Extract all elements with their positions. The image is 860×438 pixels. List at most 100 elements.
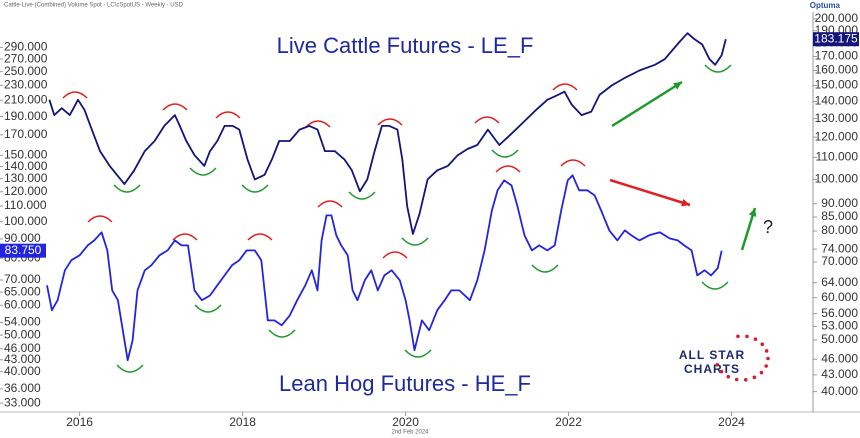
cattle-title: Live Cattle Futures - LE_F: [277, 33, 534, 58]
trough-arc: [401, 237, 429, 246]
y2-tick-label: 43.000: [821, 367, 858, 381]
y-tick-label: 50.000: [4, 327, 41, 341]
y2-tick-label: 50.000: [821, 332, 858, 346]
y-tick-label: 190.000: [4, 109, 48, 123]
y2-tick-label: 120.000: [815, 129, 859, 143]
y-tick-label: 150.000: [4, 147, 48, 161]
peak-arc: [62, 91, 88, 99]
y2-tick-label: 130.000: [815, 111, 859, 125]
logo-star: [766, 356, 770, 361]
trough-arc: [404, 349, 432, 358]
trough-arc: [491, 149, 519, 158]
y2-tick-label: 160.000: [815, 63, 859, 77]
y2-tick-label: 70.000: [821, 254, 858, 268]
trend-arrow-head: [748, 208, 757, 217]
y-tick-label: 70.000: [4, 272, 41, 286]
y2-tick-label: 150.000: [815, 78, 859, 92]
y-tick-label: 100.000: [4, 214, 48, 228]
date-note: 2nd Feb 2024: [391, 430, 429, 436]
y2-tick-label: 90.000: [821, 196, 858, 210]
y2-tick-label: 53.000: [821, 319, 858, 333]
x-tick-label: 2024: [718, 415, 745, 429]
trough-arc: [194, 304, 222, 313]
y-tick-label: 120.000: [4, 184, 48, 198]
y2-tick-label: 60.000: [821, 290, 858, 304]
trough-arc: [268, 329, 296, 338]
y2-tick-label: 46.000: [821, 351, 858, 365]
trough-arc: [348, 191, 376, 200]
y-tick-label: 290.000: [4, 40, 48, 54]
logo-star: [715, 362, 720, 367]
peak-arc: [560, 159, 586, 167]
trough-arc: [241, 184, 269, 193]
y2-tick-label: 100.000: [815, 172, 859, 186]
annotations-layer: [62, 64, 770, 382]
y-tick-label: 250.000: [4, 64, 48, 78]
brand: Optuma: [810, 1, 841, 10]
trend-arrow-head: [681, 198, 690, 207]
hog-title: Lean Hog Futures - HE_F: [279, 371, 531, 396]
y2-tick-label: 74.000: [821, 241, 858, 255]
trough-arc: [189, 167, 217, 176]
y-tick-label: 110.000: [4, 198, 47, 212]
y-tick-label: 230.000: [4, 78, 48, 92]
logo-star: [719, 369, 724, 374]
y-tick-label: 33.000: [4, 395, 41, 409]
y-tick-label: 170.000: [4, 127, 48, 141]
logo-star: [759, 370, 764, 375]
series-line: [48, 32, 727, 235]
logo-star: [745, 334, 749, 339]
series-line: [46, 174, 723, 362]
peak-arc: [552, 83, 578, 91]
y-tick-label: 65.000: [4, 284, 41, 298]
y2-tick-label: 40.000: [821, 384, 858, 398]
y2-tick-label: 64.000: [821, 275, 858, 289]
trough-arc: [116, 364, 144, 373]
trough-arc: [113, 184, 141, 193]
trend-arrow: [611, 80, 683, 128]
logo-star: [764, 349, 769, 353]
logo-star: [764, 364, 768, 368]
peak-arc: [474, 116, 500, 124]
y-tick-label: 90.000: [4, 231, 41, 245]
last-value-label: 83.750: [5, 243, 42, 257]
y2-tick-label: 85.000: [821, 209, 858, 223]
last-value-label: 183.175: [814, 31, 858, 45]
y2-tick-label: 56.000: [821, 306, 858, 320]
source-note: Cattle-Live-(Combined) Volume Spot - LC\…: [4, 3, 184, 9]
logo-star: [760, 342, 765, 347]
peak-arc: [382, 251, 408, 259]
peak-arc: [215, 111, 241, 119]
logo-star: [734, 377, 739, 382]
y-tick-label: 40.000: [4, 364, 41, 378]
x-tick-label: 2016: [66, 415, 93, 429]
logo-text: ALL STAR: [679, 348, 745, 362]
last-value-box: [0, 243, 46, 258]
peak-arc: [162, 103, 188, 111]
peak-arc: [172, 233, 198, 241]
y2-tick-label: 170.000: [815, 49, 859, 63]
logo-star: [736, 334, 740, 339]
y-tick-label: 130.000: [4, 171, 48, 185]
x-tick-label: 2018: [229, 415, 256, 429]
logo-star: [743, 377, 748, 382]
trough-arc: [704, 64, 732, 73]
trough-arc: [701, 281, 729, 290]
peak-arc: [87, 215, 113, 223]
logo-star: [752, 375, 757, 380]
y-tick-label: 46.000: [4, 341, 41, 355]
y-tick-label: 270.000: [4, 51, 48, 65]
peak-arc: [317, 200, 343, 208]
y-tick-label: 36.000: [4, 381, 41, 395]
logo-star: [726, 374, 731, 379]
y-tick-label: 60.000: [4, 297, 41, 311]
y2-tick-label: 110.000: [816, 149, 859, 163]
y2-tick-label: 200.000: [815, 11, 859, 25]
peak-arc: [377, 118, 403, 126]
trend-arrow-head: [673, 82, 682, 90]
logo-star: [753, 337, 758, 341]
x-tick-label: 2020: [392, 415, 419, 429]
y2-tick-label: 140.000: [815, 94, 859, 108]
peak-arc: [247, 233, 273, 241]
